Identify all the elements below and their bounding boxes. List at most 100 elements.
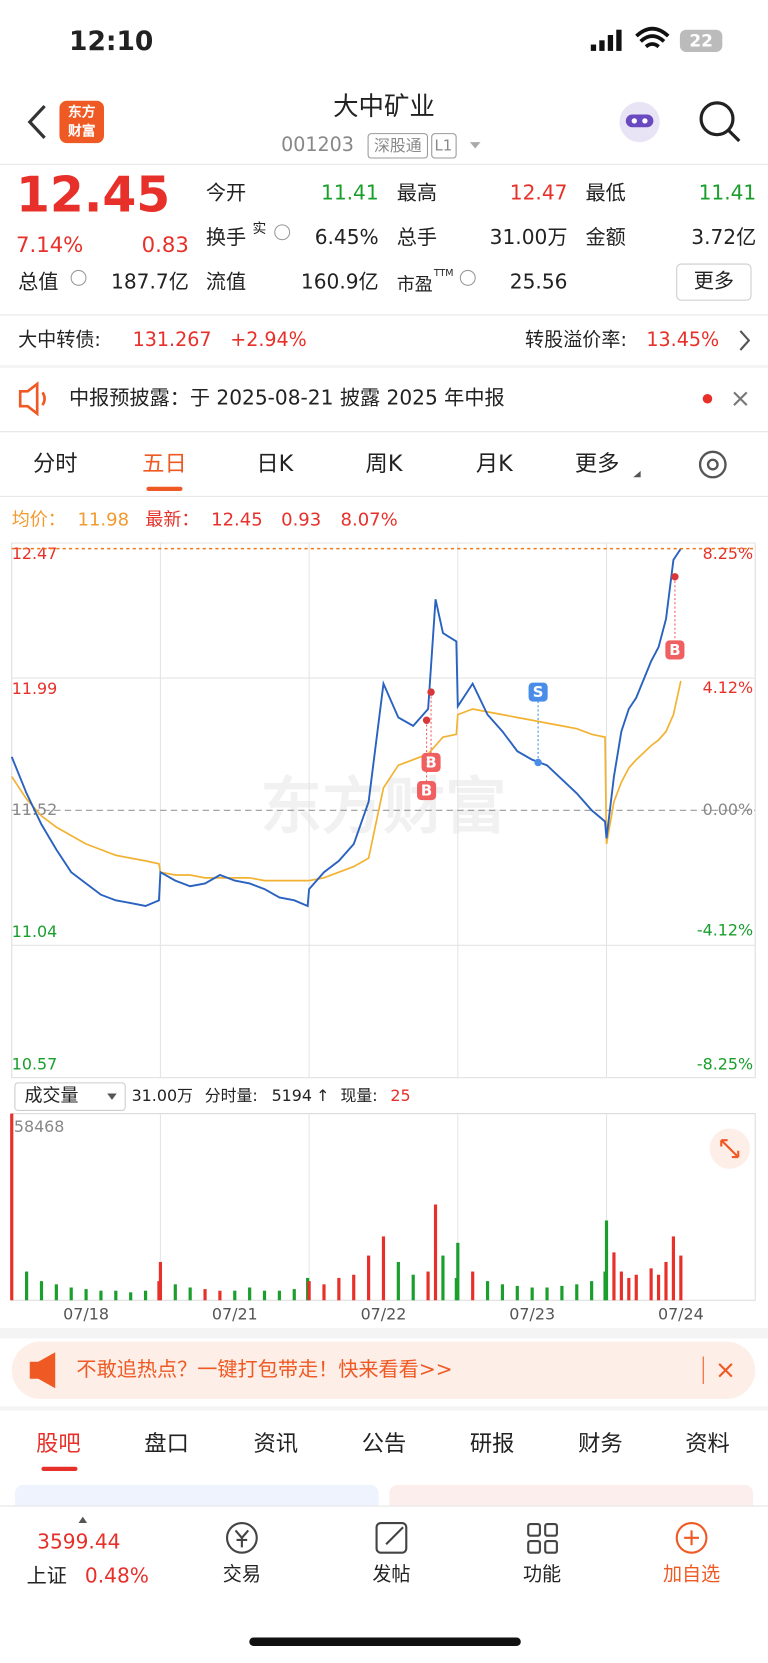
trade-icon[interactable]	[225, 1521, 258, 1554]
volume-bar	[634, 1274, 638, 1301]
info-tab[interactable]: 公告	[362, 1431, 407, 1457]
tag: L1	[435, 137, 453, 154]
chart-tab-active[interactable]: 五日	[142, 451, 187, 477]
info-tab[interactable]: 资讯	[254, 1431, 299, 1457]
minute-volume: 5194	[272, 1086, 312, 1105]
y-tick-label: 12.47	[12, 544, 58, 563]
info-icon[interactable]	[459, 269, 476, 286]
volume-bar	[143, 1290, 148, 1301]
post-icon[interactable]	[375, 1521, 408, 1554]
info-icon[interactable]	[274, 224, 291, 241]
ad-text[interactable]: 不敢追热点？一键打包带走！快来看看>>	[76, 1357, 452, 1381]
assistant-icon[interactable]	[619, 101, 660, 143]
field-value: 11.41	[321, 181, 379, 205]
field-label: 金额	[586, 225, 626, 249]
index-change[interactable]: 0.48%	[85, 1564, 149, 1588]
chart-tab[interactable]: 周K	[366, 451, 404, 477]
index-value[interactable]: 3599.44	[37, 1530, 120, 1554]
bond-label: 大中转债:	[18, 328, 101, 351]
megaphone-icon	[29, 1352, 56, 1389]
chart-tab[interactable]: 更多	[575, 451, 620, 477]
field-value: 187.7亿	[111, 270, 189, 294]
volume-bar	[619, 1271, 623, 1301]
nav-item[interactable]: 发帖	[372, 1562, 410, 1585]
back-button[interactable]	[27, 104, 46, 139]
add-watch-icon[interactable]	[675, 1521, 708, 1554]
field-value: 12.47	[510, 181, 568, 205]
clock: 12:10	[69, 26, 153, 57]
speaker-icon	[18, 381, 46, 417]
info-tab-active[interactable]: 股吧	[36, 1431, 81, 1457]
volume-bar	[656, 1274, 661, 1301]
volume-bar	[627, 1277, 631, 1301]
field-value: 160.9亿	[301, 270, 379, 294]
ad-banner[interactable]	[11, 1341, 756, 1399]
search-icon[interactable]	[699, 101, 741, 143]
nav-item[interactable]: 功能	[523, 1562, 561, 1585]
chart-tab[interactable]: 分时	[33, 451, 78, 477]
volume-bar	[54, 1284, 58, 1301]
nav-item[interactable]: 交易	[223, 1562, 261, 1585]
change: 0.83	[142, 233, 189, 258]
volume-bar	[39, 1281, 44, 1301]
x-tick-label: 07/23	[509, 1305, 555, 1324]
marker-label: B	[425, 755, 436, 772]
more-button[interactable]	[676, 263, 752, 301]
info-tab[interactable]: 盘口	[144, 1431, 189, 1457]
stock-name: 大中矿业	[333, 92, 435, 122]
marker-dot	[671, 573, 679, 581]
premium-label: 转股溢价率:	[525, 328, 627, 351]
field-value: 3.72亿	[691, 225, 756, 249]
volume-bar	[575, 1284, 579, 1301]
close-button[interactable]	[733, 391, 748, 406]
settings-icon[interactable]	[698, 450, 727, 479]
x-tick-label: 07/18	[63, 1305, 109, 1324]
index-name[interactable]: 上证	[27, 1564, 67, 1588]
volume-bar	[471, 1271, 475, 1301]
volume-chart: 58468 07/18 07/21 07/22 07/23 07/24	[10, 1113, 756, 1324]
y2-tick-label: -4.12%	[697, 921, 753, 940]
info-tab[interactable]: 财务	[578, 1431, 623, 1457]
field-label: 最低	[586, 181, 626, 205]
chart-tab[interactable]: 日K	[256, 451, 294, 477]
avg-label: 均价：	[12, 510, 66, 531]
more-button-label[interactable]: 更多	[694, 269, 734, 293]
ad-close[interactable]	[718, 1363, 733, 1378]
field-sup: 实	[252, 221, 266, 237]
indicator-selector[interactable]	[14, 1082, 126, 1111]
indicator-selector-label[interactable]: 成交量	[24, 1086, 78, 1107]
nav-item[interactable]: 加自选	[663, 1562, 720, 1585]
current-volume: 25	[390, 1086, 410, 1105]
volume-bar	[590, 1281, 594, 1301]
volume-bar	[218, 1290, 222, 1301]
battery-level: 22	[689, 30, 713, 50]
marker-label: S	[533, 684, 544, 701]
info-tab[interactable]: 资料	[685, 1431, 730, 1457]
volume-bar	[84, 1289, 88, 1301]
tab-underline	[146, 486, 183, 492]
chevron[interactable]	[739, 330, 751, 351]
logo-text: 东方	[68, 103, 96, 120]
chart-tab[interactable]: 月K	[476, 451, 514, 477]
bottom-nav	[0, 1506, 768, 1663]
info-tab[interactable]: 研报	[470, 1431, 515, 1457]
series-line	[10, 548, 682, 908]
marker-badge	[528, 682, 548, 702]
latest-change-pct: 8.07%	[341, 510, 398, 531]
dropdown-arrow[interactable]	[469, 142, 481, 149]
function-icon[interactable]	[527, 1523, 558, 1554]
volume-bar	[114, 1290, 118, 1301]
notice-text[interactable]: 中报预披露：于 2025-08-21 披露 2025 年中报	[69, 385, 505, 409]
expand-arrow[interactable]	[78, 1516, 88, 1524]
info-icon[interactable]	[70, 269, 87, 286]
field-value: 6.45%	[315, 225, 379, 249]
wifi-icon	[635, 26, 670, 49]
field-value: 31.00万	[490, 225, 568, 249]
y2-tick-label: 0.00%	[703, 800, 753, 819]
marker-badge	[417, 781, 437, 801]
x-tick-label: 07/22	[361, 1305, 407, 1324]
volume-bar	[649, 1268, 653, 1301]
expand-button[interactable]	[709, 1128, 750, 1169]
volume-bar	[99, 1290, 103, 1301]
field-sup: TTM	[433, 268, 454, 279]
